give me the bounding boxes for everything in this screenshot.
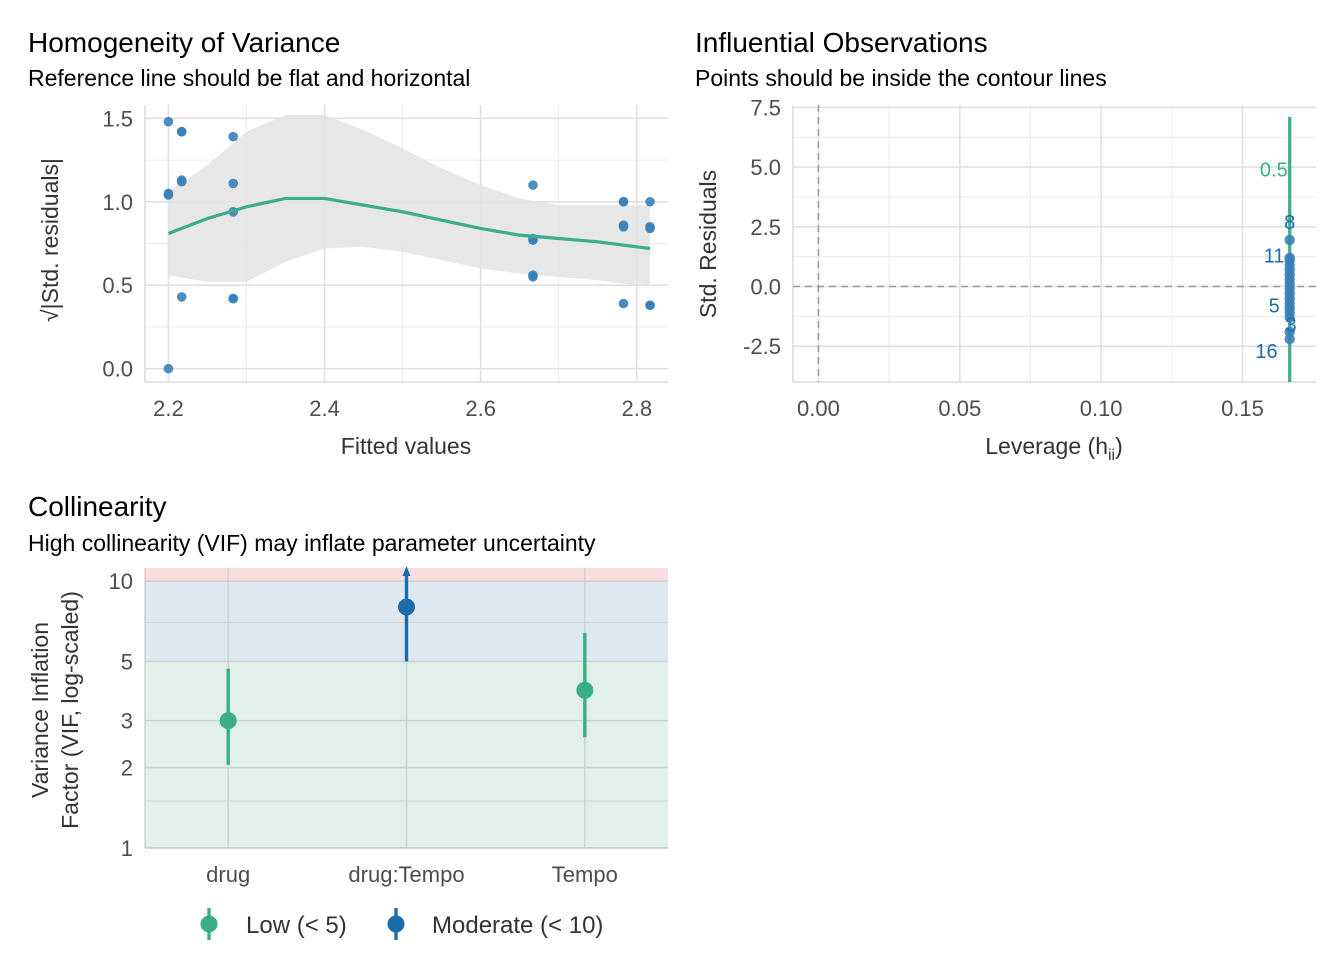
x-tick-label: 2.8 bbox=[621, 396, 652, 421]
y-tick-label: 1.5 bbox=[102, 106, 133, 131]
residual-point bbox=[228, 178, 239, 189]
influential-grid bbox=[792, 105, 1316, 383]
y-tick-label: 5 bbox=[121, 649, 133, 674]
x-tick-label: 2.2 bbox=[153, 396, 184, 421]
collinearity-y-axis-title-line2: Factor (VIF, log-scaled) bbox=[57, 591, 83, 829]
x-tick-label: 2.6 bbox=[465, 396, 496, 421]
loess-line bbox=[167, 196, 651, 251]
influential-x-axis-title: Leverage (hii) bbox=[985, 433, 1123, 464]
observation-label: 5 bbox=[1269, 296, 1280, 318]
residual-point bbox=[618, 222, 629, 232]
y-tick-label: -2.5 bbox=[743, 334, 781, 359]
legend-key-point-low bbox=[200, 915, 218, 933]
residual-point bbox=[645, 223, 655, 234]
y-tick-label: 7.5 bbox=[750, 95, 781, 120]
influential-point-labels: 8 11 53 16 bbox=[1255, 212, 1296, 363]
y-tick-label: 0.5 bbox=[102, 273, 133, 298]
x-tick-label: Tempo bbox=[552, 862, 618, 887]
legend-key-point-moderate bbox=[387, 915, 405, 933]
vif-point-drug:Tempo bbox=[398, 598, 415, 616]
residual-point bbox=[645, 300, 655, 311]
x-tick-label: 0.05 bbox=[938, 396, 981, 421]
x-tick-label: 0.10 bbox=[1080, 396, 1123, 421]
residual-point bbox=[163, 363, 174, 374]
homogeneity-title: Homogeneity of Variance bbox=[28, 27, 340, 58]
y-tick-label: 1 bbox=[121, 836, 133, 861]
vif-arrow-drug:Tempo bbox=[402, 566, 411, 576]
homogeneity-panel: Homogeneity of Variance Reference line s… bbox=[28, 27, 668, 459]
residual-point bbox=[528, 180, 538, 190]
y-tick-label: 2.5 bbox=[750, 215, 781, 240]
y-tick-label: 5.0 bbox=[750, 155, 781, 180]
x-tick-label: drug bbox=[206, 862, 250, 887]
observation-point bbox=[1284, 234, 1295, 246]
observation-label: 3 bbox=[1286, 315, 1297, 337]
contour-label: 0.5 bbox=[1260, 159, 1288, 181]
influential-panel: Influential Observations Points should b… bbox=[695, 27, 1316, 464]
homogeneity-confidence-band bbox=[168, 115, 651, 287]
observation-label: 16 bbox=[1255, 341, 1277, 363]
observation-label: 8 bbox=[1284, 212, 1295, 234]
y-tick-label: 0.0 bbox=[750, 274, 781, 299]
collinearity-tick-labels: 1 2 3 5 10 drug drug:Tempo Tempo bbox=[109, 569, 618, 887]
legend-label-low: Low (< 5) bbox=[246, 912, 347, 939]
residual-point bbox=[618, 196, 629, 207]
residual-point bbox=[228, 293, 239, 304]
residual-point bbox=[645, 196, 655, 207]
homogeneity-y-axis-title: √|Std. residuals| bbox=[37, 158, 63, 322]
collinearity-legend: Low (< 5) Moderate (< 10) bbox=[200, 908, 603, 940]
collinearity-title: Collinearity bbox=[28, 491, 167, 522]
residual-point bbox=[176, 292, 187, 302]
x-tick-label: drug:Tempo bbox=[348, 862, 464, 887]
observation-point bbox=[1284, 312, 1295, 323]
y-tick-label: 3 bbox=[121, 709, 133, 734]
observation-point bbox=[1284, 326, 1295, 338]
homogeneity-tick-labels: 2.2 2.4 2.6 2.8 0.0 0.5 1.0 1.5 bbox=[102, 106, 652, 421]
residual-point bbox=[176, 176, 187, 187]
collinearity-subtitle: High collinearity (VIF) may inflate para… bbox=[28, 530, 596, 556]
influential-subtitle: Points should be inside the contour line… bbox=[695, 65, 1107, 91]
homogeneity-points bbox=[163, 116, 655, 374]
x-tick-label: 0.15 bbox=[1221, 396, 1264, 421]
residual-point bbox=[163, 190, 174, 200]
residual-point bbox=[618, 298, 629, 309]
residual-point bbox=[528, 272, 538, 282]
collinearity-marks bbox=[219, 566, 594, 765]
influential-reference-lines bbox=[793, 105, 1316, 382]
observation-label: 11 bbox=[1264, 245, 1285, 267]
collinearity-panel: Collinearity High collinearity (VIF) may… bbox=[27, 491, 668, 940]
influential-y-axis-title: Std. Residuals bbox=[695, 170, 721, 318]
homogeneity-subtitle: Reference line should be flat and horizo… bbox=[28, 65, 470, 91]
homogeneity-smooth-line bbox=[167, 196, 651, 251]
x-tick-label: 2.4 bbox=[309, 396, 340, 421]
y-tick-label: 0.0 bbox=[102, 357, 133, 382]
vif-point-Tempo bbox=[576, 681, 594, 699]
observation-point bbox=[1284, 333, 1295, 345]
homogeneity-x-axis-title: Fitted values bbox=[341, 433, 471, 459]
y-tick-label: 10 bbox=[109, 569, 133, 594]
y-tick-label: 1.0 bbox=[102, 190, 133, 215]
confidence-band bbox=[168, 115, 651, 287]
influential-points bbox=[1284, 234, 1295, 345]
influential-tick-labels: 0.00 0.05 0.10 0.15 -2.5 0.0 2.5 5.0 7.5 bbox=[743, 95, 1264, 421]
collinearity-y-axis-title-line1: Variance Inflation bbox=[27, 622, 53, 798]
residual-point bbox=[176, 126, 187, 137]
influential-title: Influential Observations bbox=[695, 27, 988, 58]
legend-label-moderate: Moderate (< 10) bbox=[432, 912, 603, 939]
residual-point bbox=[163, 116, 174, 127]
vif-point-drug bbox=[219, 712, 237, 730]
y-tick-label: 2 bbox=[121, 756, 133, 781]
residual-point bbox=[228, 131, 239, 142]
x-tick-label: 0.00 bbox=[797, 396, 840, 421]
